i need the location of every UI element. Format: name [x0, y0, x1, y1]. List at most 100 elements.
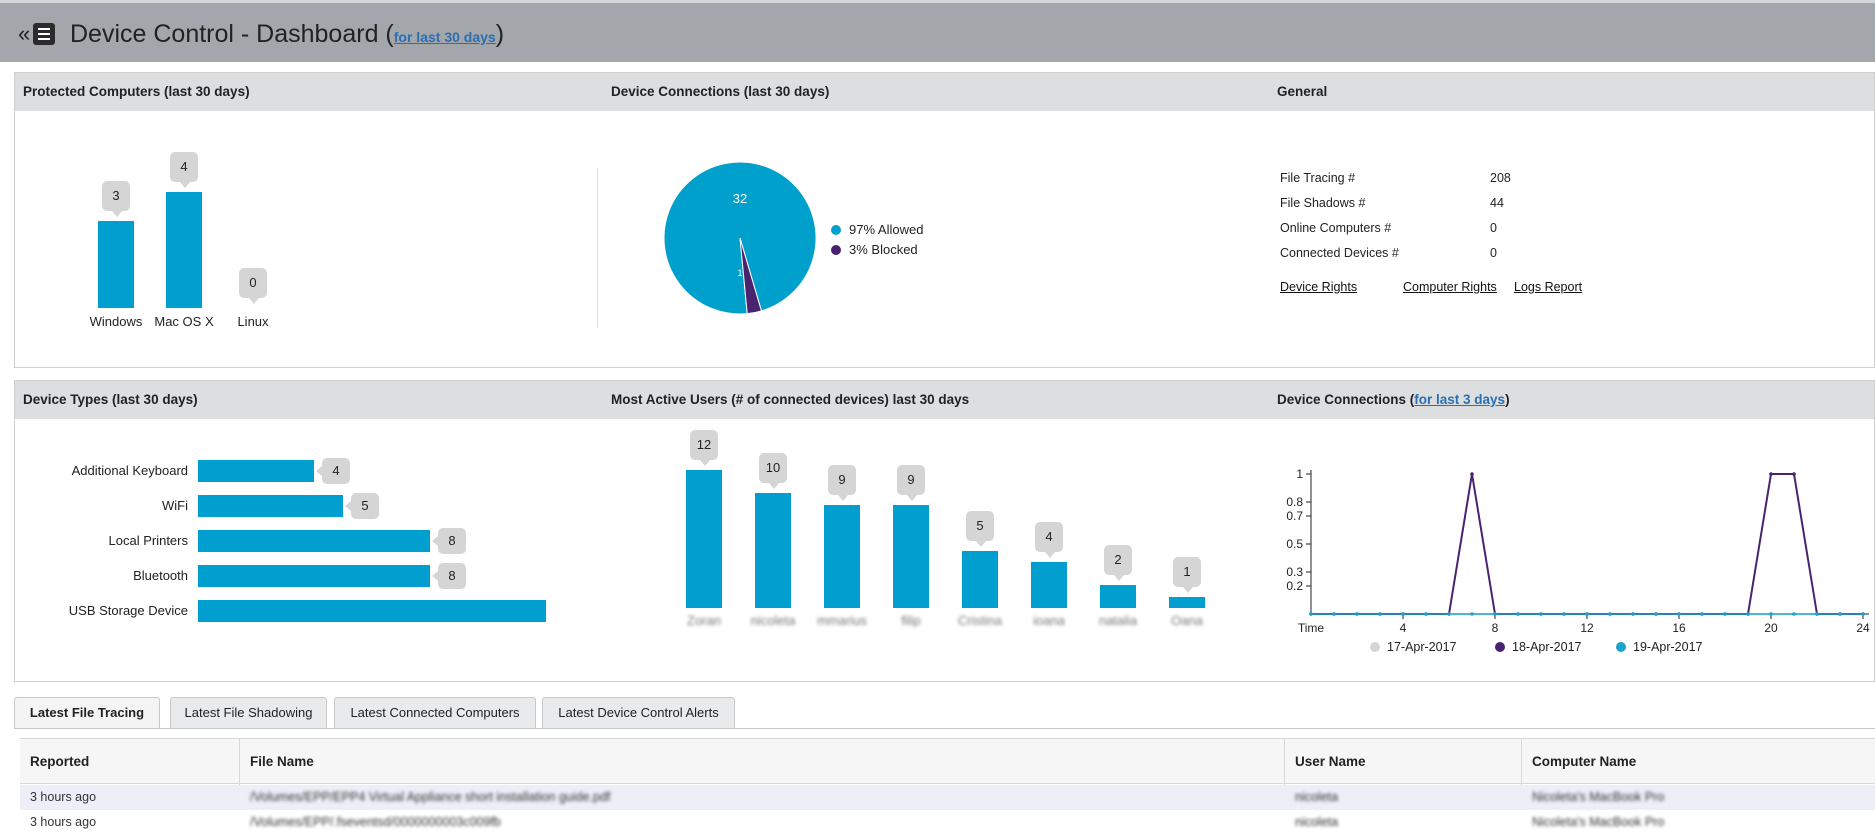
tab-latest-file-tracing[interactable]: Latest File Tracing [14, 697, 160, 729]
category-label-usb-storage-device: USB Storage Device [68, 603, 188, 618]
bar-wifi [198, 495, 343, 517]
pie-allowed-label: 32 [733, 191, 747, 206]
series-point-19-apr-2017 [1470, 612, 1474, 616]
legend-allowed: 97% Allowed [831, 222, 923, 237]
panel-divider [597, 168, 598, 328]
category-label-wifi: WiFi [162, 498, 188, 513]
device-connections-3d-title: Device Connections (for last 3 days) [1277, 392, 1510, 407]
cell-file-name: /Volumes/EPP/EPP4 Virtual Appliance shor… [250, 790, 611, 804]
x-tick-label: 8 [1492, 621, 1499, 635]
cell-user-name: nicoleta [1295, 790, 1339, 804]
period-link[interactable]: for last 30 days [393, 29, 496, 45]
legend-allowed-label: 97% Allowed [849, 222, 924, 237]
category-label-natalia: natalia [1098, 613, 1138, 628]
bar-ioana [1031, 562, 1067, 608]
series-point-19-apr-2017 [1677, 612, 1681, 616]
general-title: General [1277, 84, 1328, 99]
col-file-name[interactable]: File Name [240, 739, 1285, 785]
value-label-zoran: 12 [690, 430, 718, 466]
series-point-18-apr-2017 [1769, 472, 1773, 476]
col-reported[interactable]: Reported [20, 739, 240, 785]
file-tracing-label: File Tracing # [1280, 171, 1356, 185]
category-label-mmarius: mmarius [817, 613, 867, 628]
tab-latest-connected-computers[interactable]: Latest Connected Computers [334, 697, 536, 728]
device-connections-pie: 32 1 [663, 161, 817, 315]
device-rights-link[interactable]: Device Rights [1280, 280, 1358, 294]
allowed-legend-dot [831, 225, 841, 235]
category-label-filip: filip [901, 613, 921, 628]
bar-natalia [1100, 585, 1136, 608]
menu-icon[interactable] [33, 23, 55, 45]
bar-additional-keyboard [198, 460, 314, 482]
x-axis-label: Time [1298, 621, 1325, 635]
col-user-name[interactable]: User Name [1285, 739, 1522, 785]
series-point-19-apr-2017 [1723, 612, 1727, 616]
series-point-19-apr-2017 [1746, 612, 1750, 616]
category-label-local-printers: Local Printers [108, 533, 188, 548]
bar-mac-os-x [166, 192, 202, 308]
tab-latest-file-shadowing[interactable]: Latest File Shadowing [170, 697, 327, 728]
series-point-19-apr-2017 [1401, 612, 1405, 616]
series-point-19-apr-2017 [1355, 612, 1359, 616]
cell-user-name: nicoleta [1295, 815, 1339, 829]
tab-latest-device-control-alerts[interactable]: Latest Device Control Alerts [542, 697, 735, 728]
category-label-oana: Oana [1171, 613, 1203, 628]
series-line-18-apr-2017 [1311, 473, 1863, 615]
legend-blocked-label: 3% Blocked [849, 242, 918, 257]
x-tick-label: 16 [1672, 621, 1686, 635]
series-point-19-apr-2017 [1585, 612, 1589, 616]
series-point-19-apr-2017 [1539, 612, 1543, 616]
connected-devices-value: 0 [1490, 246, 1497, 260]
last-3-days-link[interactable]: for last 3 days [1414, 392, 1506, 407]
value-label-oana: 1 [1173, 556, 1201, 593]
series-point-19-apr-2017 [1493, 612, 1497, 616]
y-tick-label: 0.7 [1286, 509, 1303, 523]
bar-usb-storage-device [198, 600, 546, 622]
online-computers-value: 0 [1490, 221, 1497, 235]
category-label-windows: Windows [89, 314, 143, 329]
y-tick-label: 0.5 [1286, 537, 1303, 551]
bar-nicoleta [755, 493, 791, 608]
col-computer-name[interactable]: Computer Name [1532, 754, 1637, 769]
series-point-19-apr-2017 [1516, 612, 1520, 616]
file-shadows-value: 44 [1490, 196, 1504, 210]
device-connections-line-chart: 1 0.80.7 0.5 0.30.2 4 8 12 16 20 24 Time 17-Apr-201… [1286, 467, 1870, 654]
value-label-mmarius: 9 [828, 464, 856, 501]
series-point-19-apr-2017 [1815, 612, 1819, 616]
page-title: Device Control - Dashboard (for last 30 … [70, 20, 505, 48]
tab-baseline [14, 728, 1875, 729]
series-point-19-apr-2017 [1838, 612, 1842, 616]
y-tick-label: 0.8 [1286, 495, 1303, 509]
summary-panel: Protected Computers (last 30 days) Devic… [14, 72, 1875, 368]
y-tick-label: 1 [1296, 467, 1303, 481]
category-label-zoran: Zoran [687, 613, 721, 628]
legend-label-19-apr-2017: 19-Apr-2017 [1633, 640, 1703, 654]
x-tick-label: 24 [1856, 621, 1870, 635]
logs-report-link[interactable]: Logs Report [1514, 280, 1583, 294]
cell-computer-name: Nicoleta's MacBook Pro [1532, 790, 1665, 804]
legend-dot-17-apr-2017 [1370, 642, 1380, 652]
value-label-local-printers: 8 [432, 528, 466, 554]
value-label-bluetooth: 8 [432, 563, 466, 589]
series-point-19-apr-2017 [1631, 612, 1635, 616]
online-computers-label: Online Computers # [1280, 221, 1392, 235]
series-point-19-apr-2017 [1700, 612, 1704, 616]
device-connections-title: Device Connections (last 30 days) [611, 84, 830, 99]
value-label-windows: 3 [102, 181, 130, 217]
computer-rights-link[interactable]: Computer Rights [1403, 280, 1497, 294]
series-point-19-apr-2017 [1562, 612, 1566, 616]
legend-blocked: 3% Blocked [831, 242, 918, 257]
series-point-19-apr-2017 [1332, 612, 1336, 616]
series-point-19-apr-2017 [1792, 612, 1796, 616]
table-row[interactable]: 3 hours ago /Volumes/EPP/EPP4 Virtual Ap… [20, 785, 1875, 810]
collapse-arrows-icon[interactable]: « [18, 21, 31, 46]
legend-label-18-apr-2017: 18-Apr-2017 [1512, 640, 1582, 654]
table-row[interactable]: 3 hours ago /Volumes/EPP/.fseventsd/0000… [20, 810, 1875, 835]
bar-local-printers [198, 530, 430, 552]
bar-mmarius [824, 504, 860, 608]
value-label-cristina: 5 [966, 510, 994, 547]
protected-computers-title: Protected Computers (last 30 days) [23, 84, 250, 99]
series-point-19-apr-2017 [1378, 612, 1382, 616]
value-label-wifi: 5 [345, 493, 379, 519]
summary-panel-header: Protected Computers (last 30 days) Devic… [15, 73, 1874, 111]
